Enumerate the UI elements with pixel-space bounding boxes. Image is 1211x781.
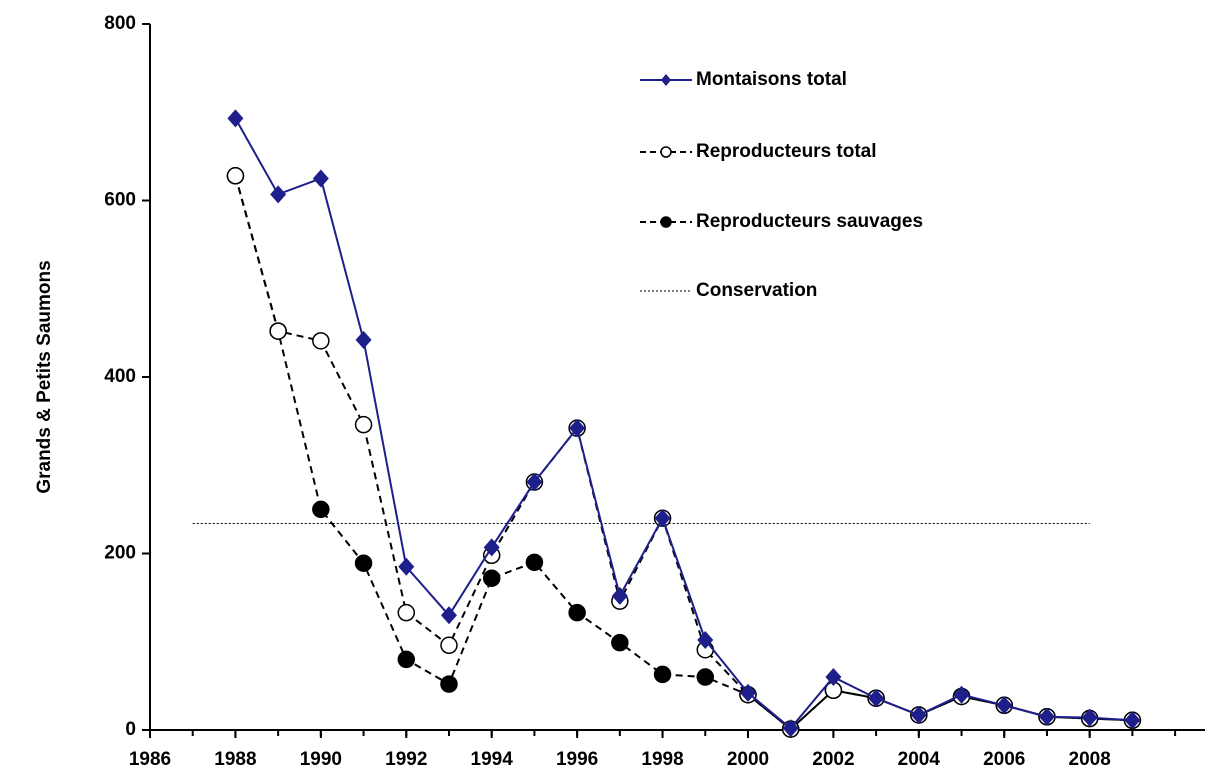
x-tick-label: 1992: [385, 749, 427, 770]
x-tick-label: 2006: [983, 749, 1025, 770]
data-point: [440, 636, 458, 655]
legend-label: Montaisons total: [696, 69, 847, 90]
data-point: [1038, 707, 1055, 726]
data-point: [270, 185, 287, 204]
data-point: [397, 603, 416, 622]
data-point: [611, 633, 629, 652]
data-point: [568, 603, 586, 622]
data-point: [697, 630, 714, 649]
y-axis-label: Grands & Petits Saumons: [34, 260, 55, 493]
legend-marker: [661, 74, 671, 86]
legend-marker: [660, 216, 672, 228]
y-tick-label: 200: [104, 543, 136, 564]
x-tick-label: 2008: [1069, 749, 1111, 770]
x-tick-label: 1996: [556, 749, 598, 770]
y-tick-label: 400: [104, 366, 136, 387]
x-tick-label: 2000: [727, 749, 769, 770]
data-point: [226, 167, 245, 185]
x-tick-label: 1990: [300, 749, 342, 770]
data-point: [739, 683, 756, 702]
data-point: [312, 332, 330, 350]
data-point: [354, 554, 373, 572]
data-point: [355, 330, 372, 349]
y-tick-label: 0: [125, 719, 136, 740]
data-point: [782, 719, 799, 738]
x-tick-label: 2004: [898, 749, 941, 770]
data-point: [482, 569, 501, 587]
data-point: [312, 169, 329, 188]
data-point: [312, 500, 330, 519]
series-line: [234, 117, 1133, 730]
data-point: [227, 109, 244, 128]
data-point: [868, 689, 885, 708]
data-point: [996, 696, 1013, 715]
data-point: [953, 685, 970, 704]
data-point: [526, 473, 543, 492]
data-point: [483, 538, 500, 557]
data-point: [397, 650, 416, 669]
legend-label: Conservation: [696, 280, 817, 301]
data-point: [910, 705, 927, 724]
x-tick-label: 1998: [641, 749, 683, 770]
data-point: [269, 322, 287, 340]
data-point: [654, 509, 671, 528]
data-point: [825, 668, 842, 687]
data-point: [398, 557, 415, 576]
data-point: [354, 415, 373, 434]
x-tick-label: 1986: [129, 749, 171, 770]
x-tick-label: 2002: [812, 749, 854, 770]
data-point: [569, 419, 586, 438]
series-line: [234, 175, 1133, 731]
x-tick-label: 1994: [471, 749, 514, 770]
legend-label: Reproducteurs total: [696, 141, 877, 162]
y-tick-label: 600: [104, 190, 136, 211]
data-point: [653, 665, 672, 684]
x-tick-label: 1988: [214, 749, 256, 770]
data-point: [611, 586, 628, 605]
data-point: [525, 553, 544, 572]
legend-marker: [660, 146, 672, 158]
data-point: [440, 675, 458, 693]
data-point: [440, 606, 457, 625]
legend-label: Reproducteurs sauvages: [696, 211, 923, 232]
data-point: [1081, 708, 1098, 727]
data-point: [1124, 711, 1141, 730]
data-point: [696, 668, 715, 686]
y-tick-label: 800: [104, 13, 136, 34]
